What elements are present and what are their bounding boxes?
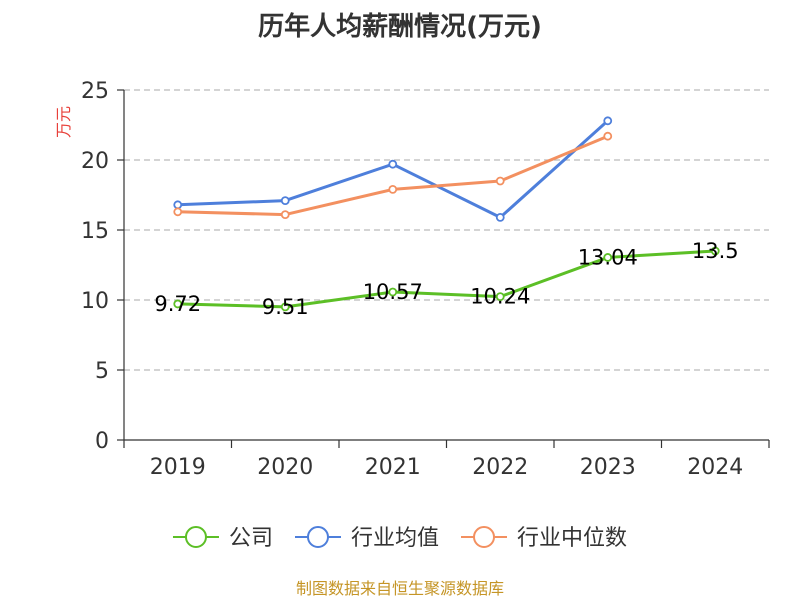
data-point: [603, 116, 613, 126]
series-0: [173, 246, 720, 312]
data-point: [280, 210, 290, 220]
legend-item: 行业中位数: [461, 526, 627, 551]
y-tick-label: 5: [95, 359, 109, 384]
data-point: [603, 253, 613, 262]
x-tick-label: 2021: [365, 455, 421, 480]
grid-lines: [124, 89, 769, 371]
data-point: [280, 196, 290, 206]
data-point: [495, 292, 505, 302]
data-label: 9.72: [154, 292, 201, 316]
y-tick-label: 20: [81, 149, 109, 174]
data-point: [603, 131, 613, 141]
legend-label: 行业均值: [351, 526, 439, 551]
data-point: [710, 246, 720, 256]
x-tick-label: 2019: [150, 455, 206, 480]
legend-label: 公司: [229, 526, 273, 551]
data-label: 13.5: [692, 239, 739, 263]
legend-item: 行业均值: [294, 526, 439, 551]
data-point: [388, 184, 398, 194]
legend-marker: [184, 526, 207, 548]
source-note: 制图数据来自恒生聚源数据库: [296, 579, 504, 598]
data-point: [495, 176, 505, 186]
y-axis-label: 万元: [54, 106, 73, 138]
data-point: [173, 207, 183, 217]
legend-marker: [473, 526, 496, 548]
y-tick-label: 15: [81, 219, 109, 244]
legend-item: 公司: [172, 526, 273, 551]
data-point: [173, 200, 183, 210]
series-1: [173, 116, 613, 222]
data-point: [495, 212, 505, 222]
legend: 公司 行业均值 行业中位数: [172, 526, 627, 551]
series-line: [177, 249, 716, 309]
legend-label: 行业中位数: [517, 526, 627, 551]
y-tick-label: 25: [81, 79, 109, 104]
series-2: [173, 131, 613, 220]
series-line: [177, 119, 609, 219]
chart-title: 历年人均薪酬情况(万元): [258, 11, 542, 42]
x-tick-label: 2023: [580, 455, 636, 480]
y-tick-label: 0: [95, 429, 109, 454]
series-lines: [173, 116, 720, 312]
data-labels: 9.72 9.51 10.57 10.24 13.04 13.5: [154, 239, 738, 319]
data-label: 10.24: [470, 285, 530, 309]
data-point: [388, 287, 398, 297]
data-point: [388, 159, 398, 169]
data-point: [280, 302, 290, 312]
x-tick-label: 2020: [257, 455, 313, 480]
y-tick-label: 10: [81, 289, 109, 314]
legend-marker: [306, 526, 329, 548]
data-label: 10.57: [363, 280, 423, 304]
x-tick-label: 2022: [472, 455, 528, 480]
x-tick-label: 2024: [687, 455, 743, 480]
axes: 0 5 10 15 20 25 2019 2020 2021 2022 2023 2024: [81, 79, 770, 480]
data-point: [173, 299, 183, 309]
data-label: 13.04: [578, 245, 638, 269]
data-label: 9.51: [262, 295, 309, 319]
